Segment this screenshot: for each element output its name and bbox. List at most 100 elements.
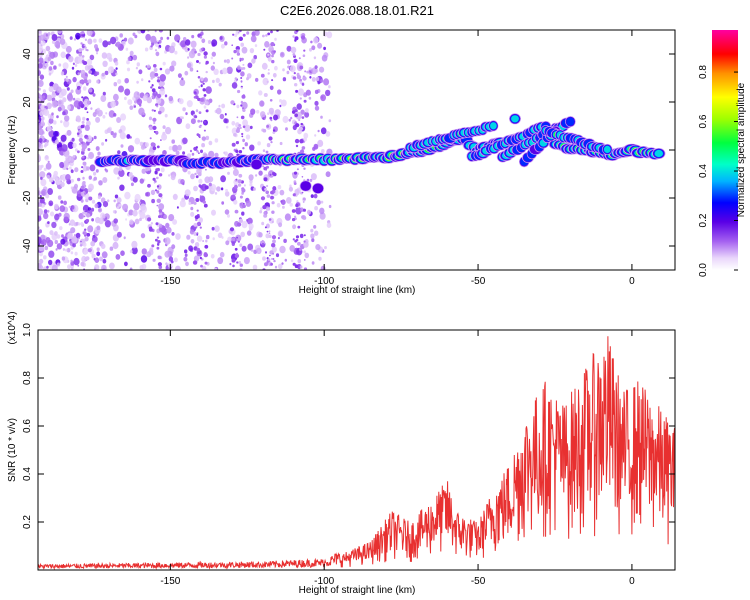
heatmap-noise-dot <box>190 239 195 244</box>
heatmap-noise-dot <box>154 30 157 33</box>
heatmap-noise-dot <box>232 264 235 268</box>
heatmap-noise-dot <box>102 91 106 96</box>
heatmap-noise-dot <box>278 222 283 228</box>
heatmap-y-tick-label: -20 <box>22 190 33 205</box>
heatmap-noise-dot <box>274 265 278 269</box>
heatmap-noise-dot <box>274 37 277 41</box>
heatmap-noise-dot <box>233 133 237 137</box>
heatmap-noise-dot <box>55 248 58 251</box>
heatmap-noise-dot <box>204 185 209 190</box>
heatmap-noise-dot <box>152 125 157 130</box>
heatmap-noise-dot <box>157 76 160 79</box>
heatmap-noise-dot <box>113 218 118 224</box>
heatmap-noise-dot <box>240 104 243 107</box>
heatmap-noise-dot <box>74 183 78 189</box>
heatmap-noise-dot <box>156 190 160 194</box>
heatmap-noise-dot <box>297 225 301 229</box>
heatmap-noise-dot <box>78 52 83 57</box>
heatmap-noise-dot <box>240 115 245 120</box>
heatmap-noise-dot <box>84 46 87 49</box>
heatmap-noise-dot <box>239 202 243 206</box>
heatmap-noise-dot <box>140 144 146 150</box>
heatmap-noise-dot <box>155 222 159 226</box>
heatmap-noise-dot <box>72 76 77 83</box>
heatmap-noise-dot <box>196 221 202 227</box>
heatmap-noise-dot <box>294 83 298 87</box>
heatmap-noise-dot <box>271 220 274 224</box>
heatmap-noise-dot <box>194 242 200 248</box>
heatmap-noise-dot <box>326 31 333 39</box>
heatmap-noise-dot <box>142 95 148 102</box>
heatmap-noise-dot <box>79 244 83 247</box>
heatmap-noise-dot <box>174 50 178 55</box>
heatmap-noise-dot <box>56 115 59 119</box>
heatmap-noise-dot <box>101 251 108 259</box>
heatmap-noise-dot <box>168 95 174 102</box>
heatmap-noise-dot <box>87 79 92 84</box>
heatmap-noise-dot <box>126 60 130 65</box>
heatmap-noise-dot <box>190 211 195 217</box>
heatmap-noise-dot <box>145 192 149 197</box>
heatmap-noise-dot <box>78 48 83 53</box>
heatmap-noise-dot <box>255 174 258 177</box>
snr-x-label: Height of straight line (km) <box>299 585 416 596</box>
heatmap-noise-dot <box>310 194 314 199</box>
heatmap-noise-dot <box>272 239 276 244</box>
heatmap-noise-dot <box>200 264 203 268</box>
heatmap-noise-dot <box>104 220 111 228</box>
heatmap-noise-dot <box>118 85 124 93</box>
heatmap-noise-dot <box>269 85 274 91</box>
heatmap-noise-dot <box>78 133 83 139</box>
heatmap-noise-dot <box>238 36 243 41</box>
heatmap-noise-dot <box>87 248 92 253</box>
heatmap-noise-dot <box>66 247 71 253</box>
heatmap-noise-dot <box>156 204 159 207</box>
heatmap-noise-dot <box>110 36 117 45</box>
heatmap-noise-dot <box>300 149 305 154</box>
heatmap-noise-dot <box>298 126 303 131</box>
heatmap-noise-dot <box>304 259 306 261</box>
heatmap-noise-dot <box>225 188 229 193</box>
heatmap-noise-dot <box>123 37 128 42</box>
heatmap-noise-dot <box>299 207 304 212</box>
heatmap-noise-dot <box>266 194 271 198</box>
heatmap-noise-dot <box>149 71 156 79</box>
heatmap-noise-dot <box>182 151 186 155</box>
heatmap-noise-dot <box>214 267 218 270</box>
heatmap-noise-dot <box>186 234 191 240</box>
heatmap-noise-dot <box>177 40 180 43</box>
heatmap-noise-dot <box>211 209 216 216</box>
heatmap-noise-dot <box>81 96 84 99</box>
heatmap-noise-dot <box>80 240 82 243</box>
heatmap-noise-dot <box>200 183 208 192</box>
heatmap-noise-dot <box>156 246 160 250</box>
heatmap-noise-dot <box>198 217 203 223</box>
heatmap-noise-dot <box>236 127 241 131</box>
heatmap-noise-dot <box>250 108 256 115</box>
colorbar-tick-label: 0.2 <box>698 213 709 227</box>
heatmap-noise-dot <box>212 61 215 65</box>
heatmap-noise-dot <box>80 124 85 129</box>
heatmap-noise-dot <box>41 239 47 246</box>
heatmap-noise-dot <box>258 90 263 96</box>
heatmap-y-label: Frequency (Hz) <box>7 116 18 185</box>
heatmap-noise-dot <box>39 171 46 179</box>
heatmap-noise-dot <box>151 88 156 93</box>
heatmap-noise-dot <box>158 215 161 219</box>
heatmap-noise-dot <box>286 197 292 204</box>
heatmap-noise-dot <box>152 258 156 262</box>
heatmap-noise-dot <box>325 171 331 178</box>
heatmap-noise-dot <box>320 200 324 204</box>
heatmap-noise-dot <box>71 236 78 244</box>
heatmap-noise-dot <box>171 139 175 144</box>
heatmap-noise-dot <box>235 252 239 255</box>
colorbar <box>712 30 738 270</box>
heatmap-noise-dot <box>279 51 285 58</box>
heatmap-noise-dot <box>115 254 121 260</box>
heatmap-noise-dot <box>158 203 165 211</box>
heatmap-noise-dot <box>226 66 233 75</box>
heatmap-noise-dot <box>100 243 106 249</box>
heatmap-noise-dot <box>262 34 265 38</box>
heatmap-noise-dot <box>178 98 184 105</box>
heatmap-noise-dot <box>141 248 147 255</box>
